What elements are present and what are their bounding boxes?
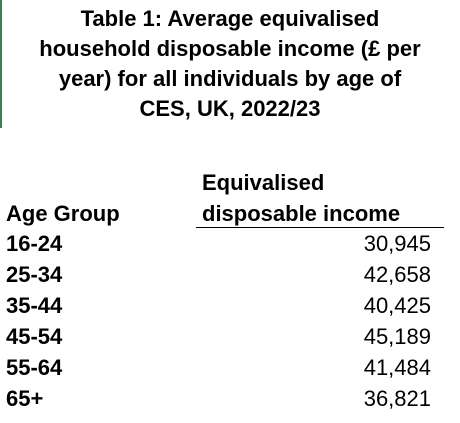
table-row: 25-34 42,658 (0, 259, 460, 290)
age-group-cell: 45-54 (6, 324, 63, 349)
income-value-cell: 40,425 (363, 293, 431, 318)
age-group-cell: 65+ (6, 386, 44, 411)
table-row: 65+ 36,821 (0, 383, 460, 414)
income-value-cell: 36,821 (363, 386, 431, 411)
income-value-cell: 41,484 (363, 355, 431, 380)
age-group-cell: 55-64 (6, 355, 63, 380)
table-header: Age Group Equivalised disposable income (0, 167, 460, 228)
income-table: Age Group Equivalised disposable income … (0, 167, 460, 414)
age-group-header: Age Group (6, 201, 120, 226)
income-value-cell: 42,658 (363, 262, 431, 287)
income-header: Equivalised disposable income (202, 170, 401, 226)
income-value-cell: 45,189 (363, 324, 431, 349)
age-group-cell: 16-24 (6, 231, 63, 256)
table-row: 55-64 41,484 (0, 352, 460, 383)
table-row: 35-44 40,425 (0, 290, 460, 321)
income-value-cell: 30,945 (363, 231, 431, 256)
age-group-cell: 35-44 (6, 293, 63, 318)
table-title: Table 1: Average equivalised household d… (39, 6, 421, 121)
header-underline (196, 227, 444, 228)
table-row: 16-24 30,945 (0, 228, 460, 259)
left-border-accent (0, 0, 2, 128)
table-row: 45-54 45,189 (0, 321, 460, 352)
age-group-cell: 25-34 (6, 262, 63, 287)
